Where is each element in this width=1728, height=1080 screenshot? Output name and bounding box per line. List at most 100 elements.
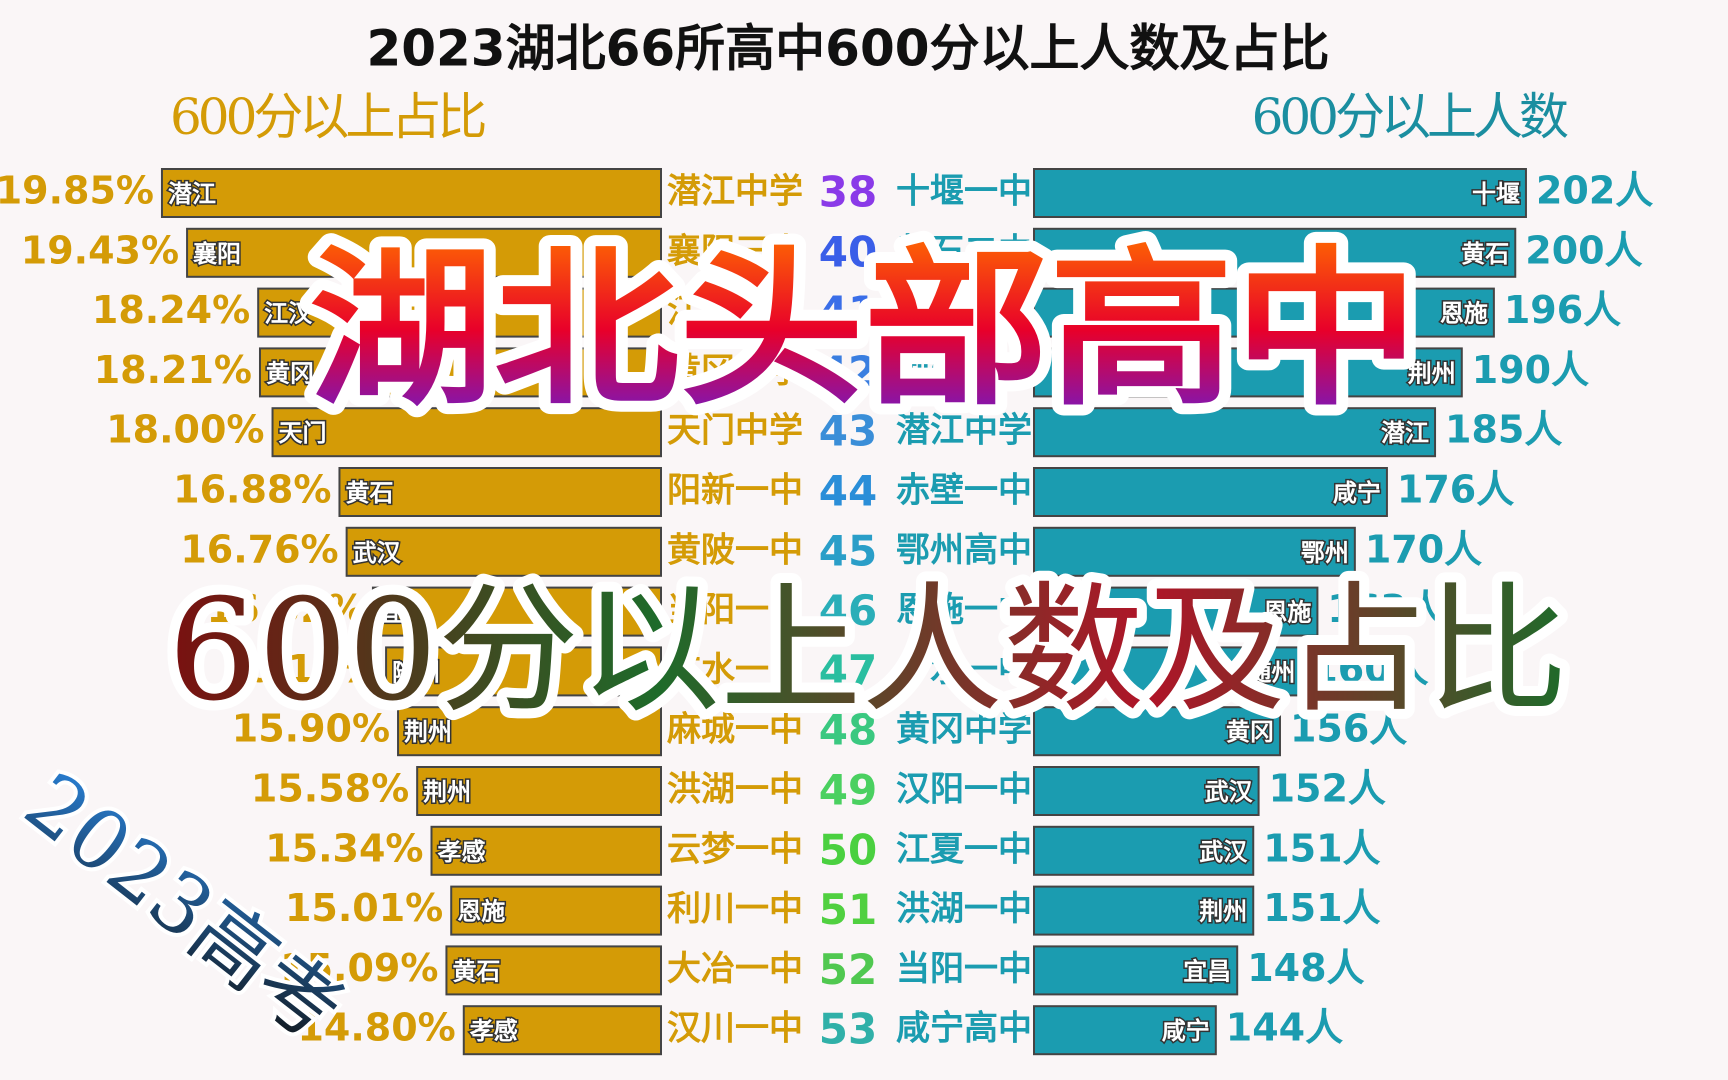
rank: 47 [819, 646, 877, 695]
value-label: 190人 [1472, 348, 1589, 392]
bar-label: 荆州 [423, 778, 471, 806]
bar-label: 黄石 [452, 957, 500, 985]
school-left: 天门中学 [667, 411, 803, 451]
bar [1033, 706, 1281, 757]
bar [1033, 1005, 1217, 1056]
school-right: 荆州中学 [896, 351, 1032, 391]
school-left: 利川一中 [667, 889, 803, 929]
bar [257, 287, 662, 338]
bar-label: 襄阳 [192, 240, 241, 268]
bar [1033, 287, 1495, 338]
subline: 600分以上人数及占比 [168, 570, 1568, 733]
value-label: 18.00% [106, 408, 264, 452]
bar [1033, 168, 1527, 218]
school-left: 广水一中 [667, 650, 803, 690]
value-label: 156人 [1290, 707, 1407, 751]
bar-label: 天门 [279, 419, 327, 447]
bar [1033, 885, 1255, 936]
school-right: 恩施一中 [896, 590, 1032, 630]
school-left: 潜江中学 [667, 172, 803, 212]
rank: 41 [819, 287, 877, 336]
value-label: 160人 [1311, 647, 1428, 691]
bar [1033, 407, 1437, 458]
school-left: 黄冈中学 [667, 351, 803, 391]
school-right: 洪湖一中 [896, 889, 1032, 929]
value-label: 176人 [1397, 468, 1514, 512]
school-right: 恩施高中 [896, 291, 1032, 331]
bar-label: 咸宁 [1333, 479, 1381, 507]
bar [338, 467, 662, 517]
bar-label: 随州 [392, 658, 440, 686]
value-label: 16.32% [207, 587, 365, 631]
bar-label: 鄂州 [1301, 539, 1349, 567]
bar-label: 咸宁 [1162, 1017, 1210, 1045]
rank: 48 [819, 706, 877, 755]
bar [271, 407, 662, 458]
bar [258, 347, 662, 398]
bar [1033, 526, 1356, 577]
bar-label: 武汉 [1205, 778, 1254, 806]
school-left: 黄陂一中 [667, 530, 803, 570]
school-right: 江夏一中 [896, 829, 1032, 869]
value-label: 15.01% [285, 886, 443, 930]
school-left: 洪湖一中 [667, 770, 803, 810]
value-label: 19.43% [21, 228, 179, 272]
bar-label: 武汉 [353, 539, 402, 567]
school-left: 云梦一中 [667, 829, 803, 869]
bar [1033, 586, 1319, 637]
rank: 40 [819, 227, 877, 276]
bar-label: 恩施 [1263, 599, 1311, 627]
bar-label: 黄石 [1461, 240, 1509, 268]
bar [1033, 347, 1463, 398]
bar-label: 荆州 [1199, 898, 1247, 926]
bar-label: 荆州 [1408, 359, 1456, 387]
school-right: 广水一中 [896, 650, 1032, 690]
school-right: 十堰一中 [896, 172, 1032, 212]
bar-label: 恩施 [457, 898, 505, 926]
rank: 51 [819, 885, 877, 934]
bar [160, 168, 663, 218]
school-right: 潜江中学 [896, 411, 1032, 451]
school-left: 汉川一中 [667, 1009, 803, 1049]
headline: 湖北头部高中 [309, 231, 1419, 429]
bar-label: 孝感 [470, 1017, 518, 1045]
value-label: 16.10% [220, 647, 378, 691]
right-header: 600分以上人数 [1252, 88, 1568, 146]
bar [1033, 766, 1260, 816]
bar-label: 江汉 [264, 300, 313, 328]
bar [1033, 467, 1388, 517]
bar-label: 潜江 [168, 180, 216, 208]
school-left: 当阳一中 [667, 590, 803, 630]
rank: 45 [819, 526, 877, 575]
bar [385, 646, 662, 697]
rank: 46 [819, 586, 877, 635]
value-label: 15.34% [265, 826, 423, 870]
bar [397, 706, 662, 757]
value-label: 185人 [1445, 408, 1562, 452]
rank: 49 [819, 766, 877, 815]
bar [1033, 227, 1517, 278]
rank: 50 [819, 825, 877, 874]
rank: 53 [819, 1005, 877, 1054]
value-label: 200人 [1525, 228, 1642, 272]
bar [416, 766, 662, 816]
bar-label: 孝感 [438, 838, 486, 866]
value-label: 196人 [1504, 288, 1621, 332]
value-label: 144人 [1226, 1006, 1343, 1050]
bar-label: 恩施 [1440, 300, 1488, 328]
rank: 42 [819, 347, 877, 396]
school-right: 咸宁高中 [896, 1009, 1032, 1049]
overlay: 湖北头部高中 600分以上人数及占比 2023高考 [4, 220, 1578, 1063]
school-right: 汉阳一中 [896, 770, 1032, 810]
value-label: 16.76% [180, 527, 338, 571]
rank: 44 [819, 467, 877, 516]
bar-label: 宜昌 [379, 599, 427, 627]
bar-label: 黄冈 [266, 359, 314, 387]
value-label: 151人 [1263, 826, 1380, 870]
value-label: 148人 [1247, 946, 1364, 990]
bar-label: 黄石 [345, 479, 393, 507]
rank: 43 [819, 407, 877, 456]
school-left: 大冶一中 [667, 949, 803, 989]
value-label: 18.21% [94, 348, 252, 392]
